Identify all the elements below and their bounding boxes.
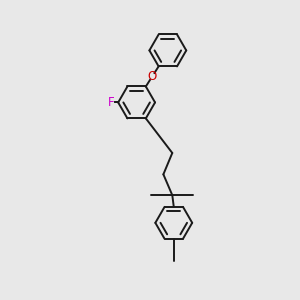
Text: O: O xyxy=(148,70,157,83)
Text: F: F xyxy=(107,96,114,109)
